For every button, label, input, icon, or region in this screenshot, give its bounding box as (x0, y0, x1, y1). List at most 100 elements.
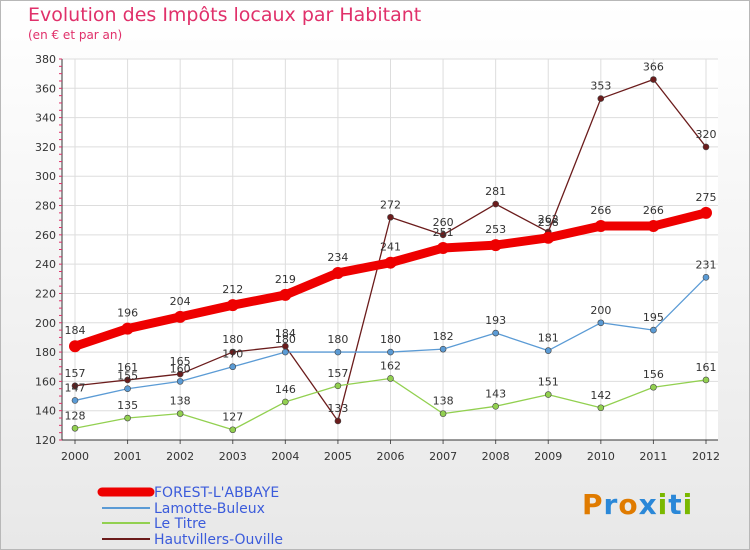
data-label: 262 (538, 213, 559, 226)
x-tick-label: 2008 (482, 450, 510, 463)
data-point (71, 382, 79, 390)
y-tick-label: 240 (35, 258, 56, 271)
data-point (702, 143, 710, 151)
data-point (384, 256, 397, 269)
data-point (702, 376, 710, 384)
y-tick-label: 160 (35, 375, 56, 388)
data-point (282, 398, 289, 406)
data-point (544, 391, 552, 398)
data-label: 127 (222, 411, 243, 424)
data-point (492, 329, 499, 337)
data-label: 161 (117, 361, 138, 374)
data-label: 193 (485, 314, 506, 327)
data-label: 281 (485, 185, 506, 198)
data-label: 272 (380, 198, 401, 211)
data-point (176, 410, 184, 417)
data-point (334, 382, 342, 390)
data-label: 366 (643, 61, 664, 74)
data-label: 160 (170, 362, 191, 375)
chart-subtitle: (en € et par an) (28, 28, 123, 42)
data-label: 180 (222, 333, 243, 346)
data-label: 142 (590, 389, 611, 402)
data-label: 353 (590, 80, 611, 93)
legend-label: Lamotte-Buleux (154, 501, 265, 517)
data-point (71, 424, 79, 432)
data-point (176, 378, 184, 385)
data-label: 133 (327, 402, 348, 415)
data-label: 260 (433, 216, 454, 229)
data-label: 135 (117, 399, 138, 412)
data-label: 181 (538, 332, 559, 345)
data-point (331, 266, 344, 279)
data-point (279, 288, 292, 301)
data-label: 128 (65, 409, 86, 422)
data-point (226, 299, 239, 312)
y-tick-label: 300 (35, 170, 56, 183)
data-point (229, 348, 237, 356)
data-label: 156 (643, 368, 664, 381)
data-point (282, 348, 289, 356)
data-point (71, 397, 79, 404)
data-label: 275 (696, 191, 717, 204)
data-point (492, 200, 499, 208)
data-point (489, 239, 502, 252)
data-label: 253 (485, 223, 506, 236)
data-point (544, 347, 552, 354)
data-label: 251 (433, 226, 454, 239)
data-label: 258 (538, 216, 559, 229)
x-tick-label: 2007 (429, 450, 457, 463)
data-label: 231 (696, 258, 717, 271)
data-label: 146 (275, 383, 296, 396)
x-tick-label: 2009 (534, 450, 562, 463)
x-tick-label: 2001 (114, 450, 142, 463)
data-point (124, 376, 131, 384)
proxiti-logo: Proxiti (582, 488, 694, 521)
x-tick-label: 2010 (587, 450, 615, 463)
data-point (439, 231, 447, 239)
data-label: 170 (222, 348, 243, 361)
x-tick-label: 2012 (692, 450, 720, 463)
data-label: 162 (380, 359, 401, 372)
data-point (650, 326, 657, 334)
legend-label: Hautvillers-Ouville (154, 532, 283, 548)
data-point (387, 375, 394, 382)
data-label: 180 (327, 333, 348, 346)
data-point (69, 340, 81, 353)
data-label: 196 (117, 307, 138, 320)
data-point (334, 417, 342, 425)
data-label: 320 (696, 128, 717, 141)
x-tick-label: 2011 (639, 450, 667, 463)
data-label: 184 (65, 324, 86, 337)
legend-label: Le Titre (154, 516, 206, 532)
y-tick-label: 340 (35, 112, 56, 125)
data-point (124, 414, 131, 422)
data-point (334, 348, 342, 356)
data-label: 195 (643, 311, 664, 324)
x-tick-label: 2003 (219, 450, 247, 463)
data-point (174, 310, 187, 323)
y-tick-label: 320 (35, 141, 56, 154)
data-label: 165 (170, 355, 191, 368)
data-label: 266 (643, 204, 664, 217)
data-label: 212 (222, 283, 243, 296)
data-label: 204 (170, 295, 191, 308)
data-point (387, 213, 394, 221)
data-label: 200 (590, 304, 611, 317)
data-label: 180 (275, 333, 296, 346)
y-tick-label: 120 (35, 434, 56, 447)
data-point (492, 402, 499, 410)
y-tick-label: 180 (35, 346, 56, 359)
data-point (702, 274, 710, 281)
data-label: 161 (696, 361, 717, 374)
data-point (439, 345, 447, 353)
data-label: 157 (65, 367, 86, 380)
data-label: 138 (433, 395, 454, 408)
legend-label: FOREST-L'ABBAYE (154, 485, 279, 501)
data-label: 138 (170, 395, 191, 408)
chart-title: Evolution des Impôts locaux par Habitant (28, 4, 422, 26)
data-label: 234 (327, 251, 348, 264)
y-tick-label: 140 (35, 405, 56, 418)
data-point (597, 319, 605, 327)
data-point (387, 348, 394, 356)
